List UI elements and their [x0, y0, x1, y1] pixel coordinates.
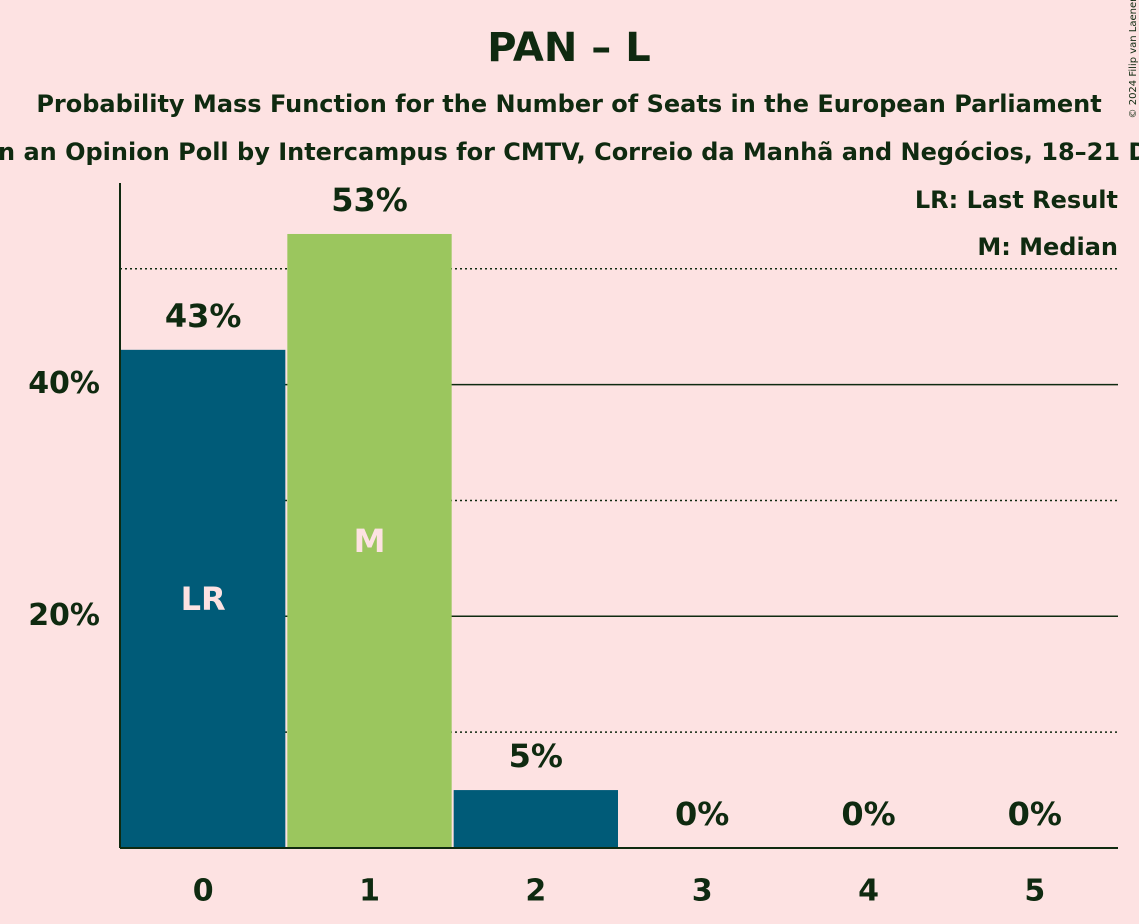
chart-subtitle: Probability Mass Function for the Number…: [36, 90, 1101, 118]
y-tick-label: 40%: [28, 366, 100, 401]
value-label: 5%: [509, 737, 563, 775]
bar-label: LR: [181, 580, 226, 618]
value-label: 0%: [841, 795, 895, 833]
chart-title: PAN – L: [487, 25, 650, 71]
value-label: 0%: [1008, 795, 1062, 833]
legend-entry: LR: Last Result: [915, 186, 1118, 214]
x-tick-label: 2: [525, 874, 546, 909]
legend-entry: M: Median: [977, 233, 1118, 261]
y-tick-label: 20%: [28, 598, 100, 633]
x-tick-label: 0: [193, 874, 214, 909]
bar: [453, 790, 618, 848]
value-label: 0%: [675, 795, 729, 833]
x-tick-label: 1: [359, 874, 380, 909]
value-label: 43%: [165, 297, 242, 335]
bar: [121, 349, 286, 848]
x-tick-label: 3: [692, 874, 713, 909]
copyright: © 2024 Filip van Laenen: [1128, 0, 1139, 118]
value-label: 53%: [331, 181, 408, 219]
bar: [287, 233, 452, 849]
chart-source: n an Opinion Poll by Intercampus for CMT…: [0, 138, 1139, 166]
x-tick-label: 4: [858, 874, 879, 909]
bar-label: M: [354, 522, 386, 560]
x-tick-label: 5: [1024, 874, 1045, 909]
